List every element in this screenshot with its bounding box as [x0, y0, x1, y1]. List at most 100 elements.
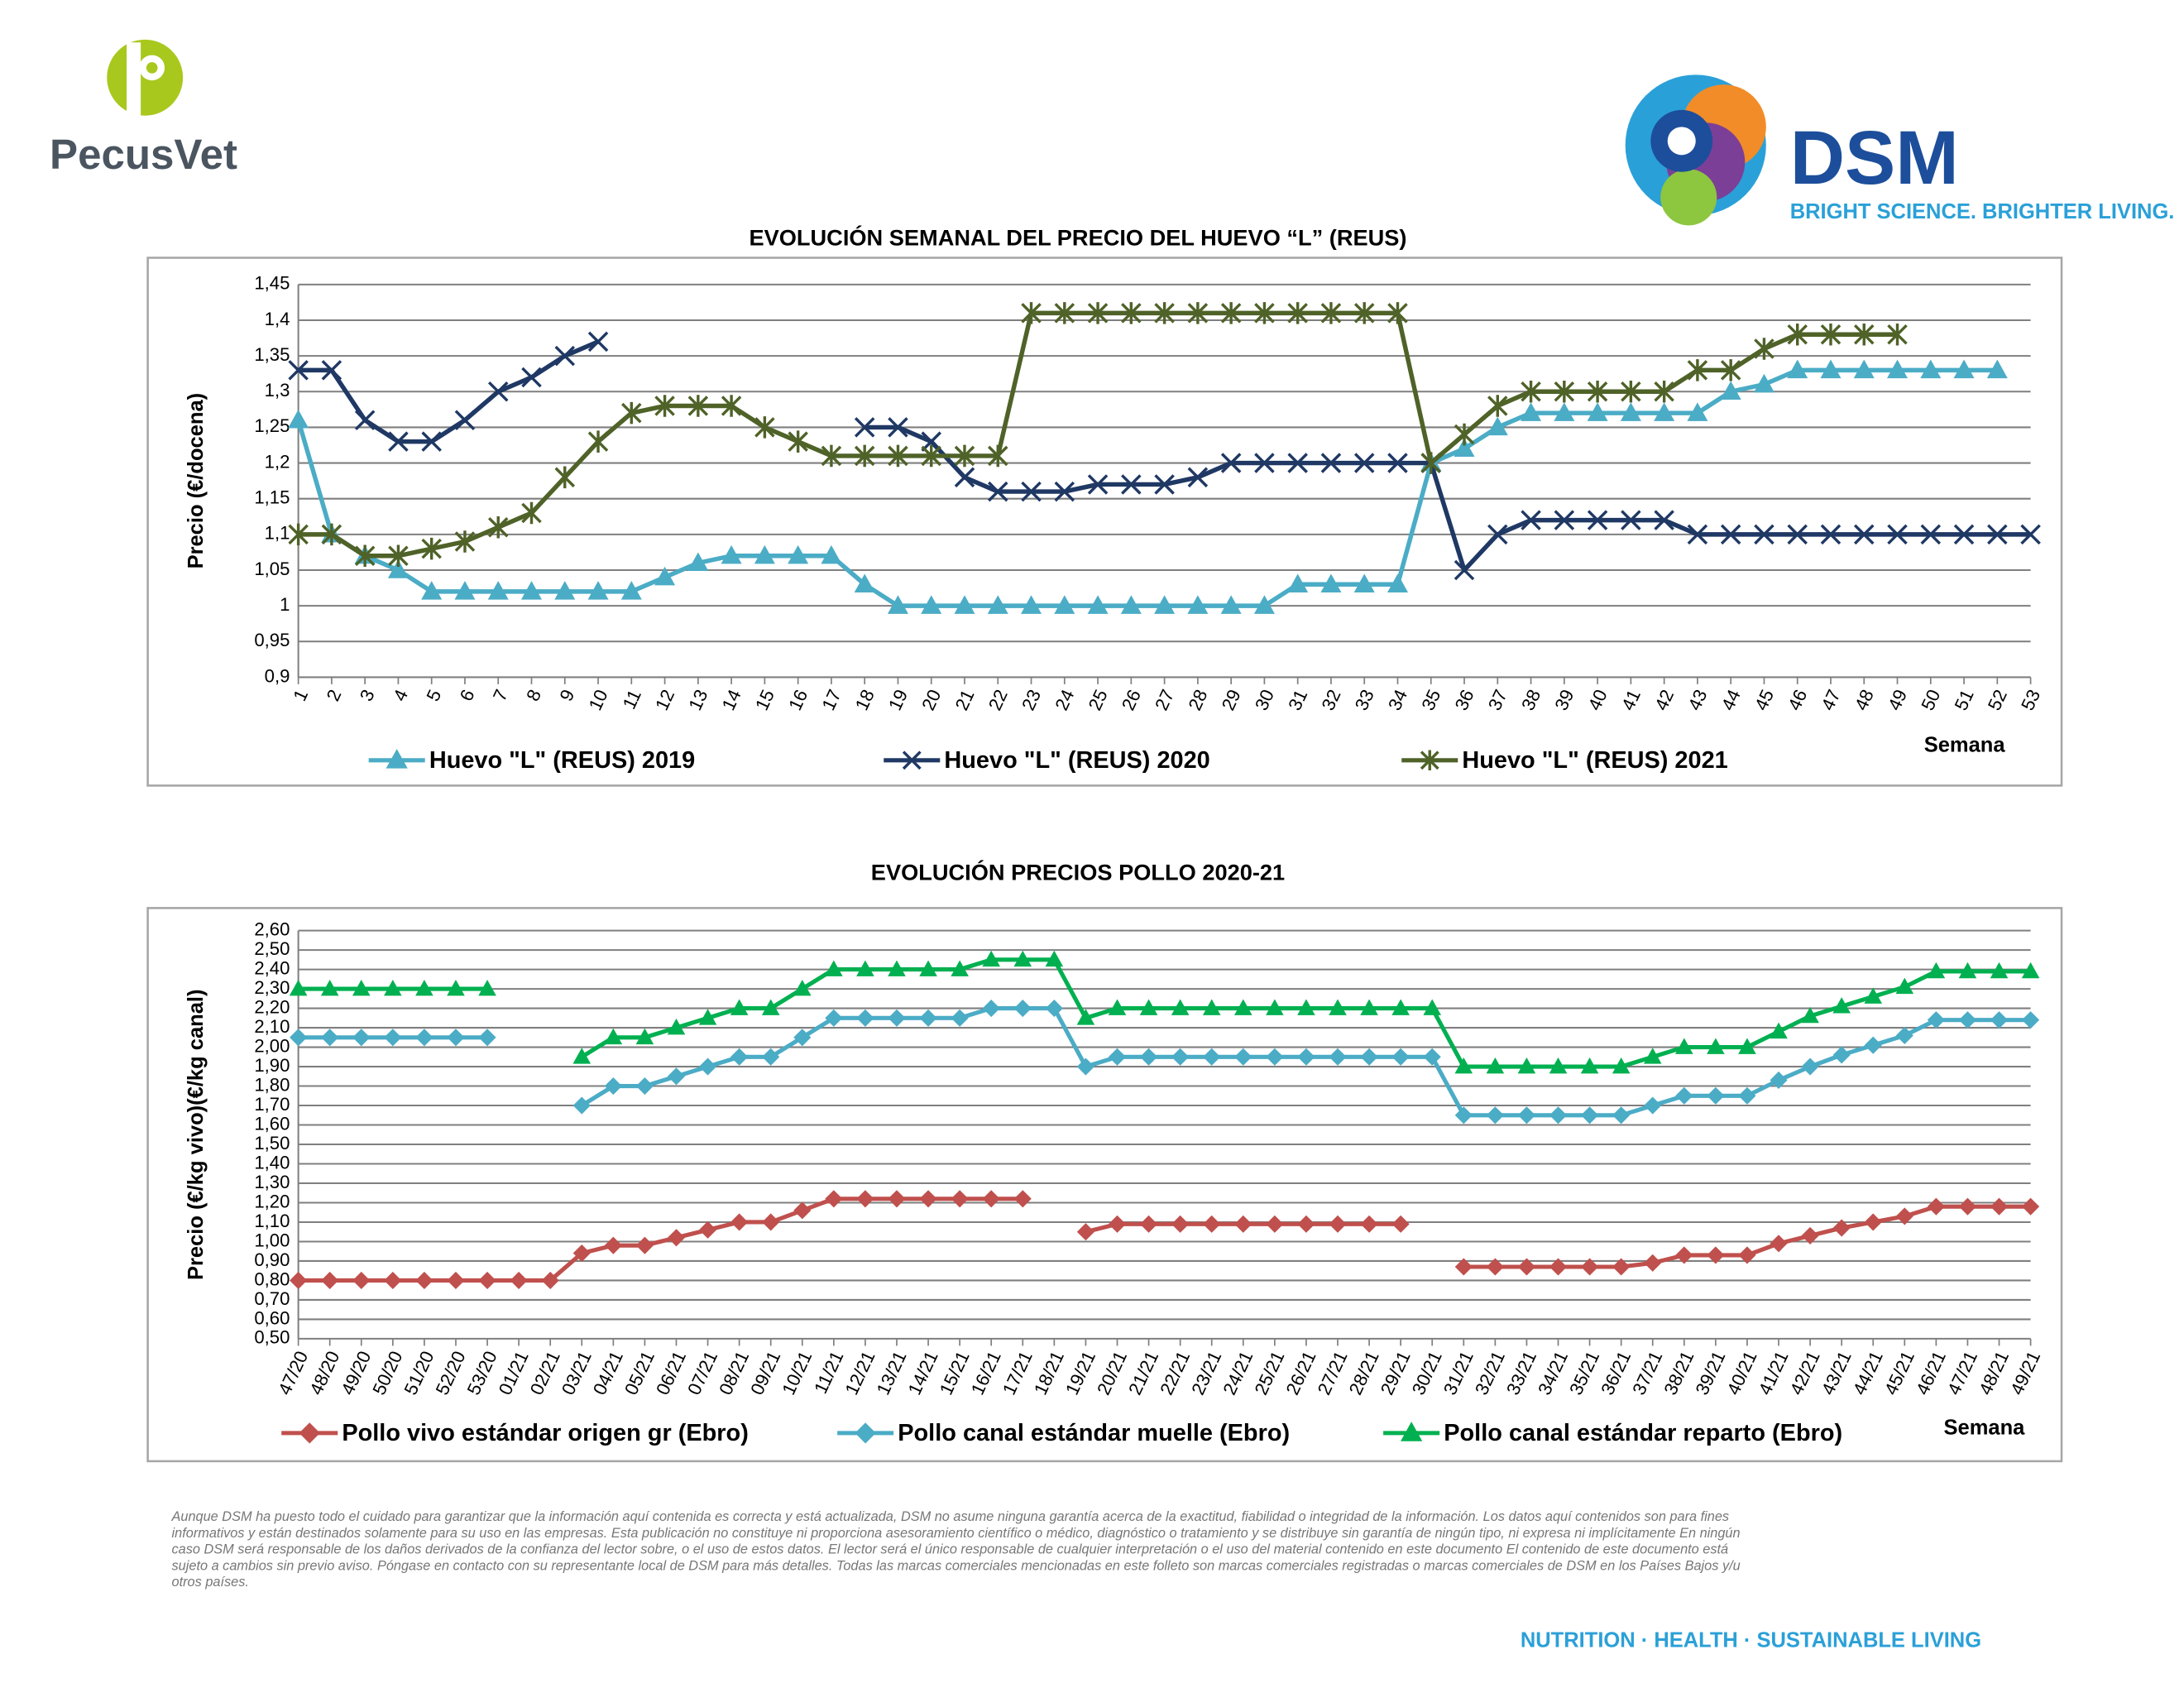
data-point — [1895, 1207, 1913, 1225]
data-point — [1254, 453, 1275, 473]
data-point — [1787, 323, 1808, 346]
data-point — [1154, 474, 1175, 495]
data-point — [2022, 1011, 2040, 1029]
data-point — [1187, 302, 1209, 324]
data-point — [1486, 1057, 1505, 1074]
x-tick-label: 35 — [1417, 686, 1444, 713]
data-point — [1754, 524, 1774, 545]
data-point — [1920, 524, 1942, 545]
data-point — [730, 1048, 749, 1066]
data-point — [1054, 302, 1075, 324]
data-point — [1021, 302, 1042, 324]
y-tick-label: 2,60 — [254, 918, 290, 939]
data-point — [1013, 950, 1032, 967]
x-tick-label: 15 — [751, 686, 778, 713]
data-point — [487, 516, 509, 539]
data-point — [1287, 453, 1308, 473]
data-point — [1320, 573, 1342, 592]
data-point — [415, 979, 433, 996]
legend-marker — [855, 1422, 876, 1444]
data-point — [478, 979, 496, 996]
data-point — [384, 1271, 402, 1289]
data-point — [698, 1009, 717, 1025]
series-line — [298, 957, 2031, 1069]
data-point — [384, 1029, 402, 1047]
y-tick-label: 1,70 — [254, 1094, 290, 1115]
data-point — [1958, 961, 1977, 979]
data-point — [352, 979, 371, 996]
x-tick-label: 45 — [1751, 686, 1778, 713]
data-point — [1013, 1190, 1032, 1208]
data-point — [1990, 961, 2009, 979]
x-tick-label: 38 — [1517, 686, 1545, 713]
data-point — [1254, 302, 1275, 324]
data-point — [1820, 359, 1842, 379]
data-point — [1587, 402, 1608, 421]
x-tick-label: 44 — [1717, 686, 1745, 713]
data-point — [1953, 359, 1975, 379]
data-point — [1121, 474, 1142, 495]
data-point — [1720, 381, 1741, 400]
data-point — [919, 960, 937, 976]
data-point — [1108, 999, 1127, 1015]
data-point — [1253, 595, 1275, 614]
data-point — [454, 530, 476, 553]
data-point — [1171, 999, 1190, 1015]
logo-text: DSM — [1790, 116, 1959, 200]
data-point — [1581, 1106, 1599, 1125]
data-point — [1171, 1048, 1190, 1066]
data-point — [1787, 359, 1808, 379]
x-tick-label: 8 — [522, 686, 545, 704]
data-point — [1076, 1057, 1094, 1076]
data-point — [352, 1029, 371, 1047]
legend-label: Huevo "L" (REUS) 2019 — [429, 747, 695, 774]
x-tick-label: 13 — [684, 686, 711, 713]
data-point — [1021, 595, 1042, 614]
data-point — [354, 544, 376, 568]
data-point — [1297, 1215, 1315, 1233]
data-point — [821, 444, 842, 468]
data-point — [1220, 453, 1242, 473]
x-tick-label: 47 — [1818, 686, 1845, 713]
chart: EVOLUCIÓN SEMANAL DEL PRECIO DEL HUEVO “… — [146, 225, 2063, 787]
data-point — [754, 416, 775, 439]
data-point — [1738, 1038, 1756, 1054]
data-point — [987, 595, 1008, 614]
data-point — [788, 430, 808, 453]
data-point — [1187, 595, 1209, 614]
x-tick-label: 28 — [1184, 686, 1211, 713]
data-point — [1549, 1057, 1568, 1074]
y-tick-label: 2,50 — [254, 938, 290, 959]
data-point — [447, 979, 465, 996]
x-tick-label: 1 — [289, 686, 312, 704]
data-point — [421, 431, 442, 452]
x-tick-label: 11 — [619, 686, 645, 712]
data-point — [1140, 1215, 1158, 1233]
data-point — [793, 1029, 812, 1047]
data-point — [415, 1029, 433, 1047]
y-tick-label: 2,10 — [254, 1016, 290, 1037]
data-point — [354, 410, 376, 431]
y-tick-label: 0,70 — [254, 1288, 290, 1309]
x-tick-label: 51 — [1951, 686, 1978, 713]
data-point — [1554, 402, 1575, 421]
data-point — [321, 1271, 339, 1289]
data-point — [1801, 1006, 1819, 1024]
data-point — [654, 566, 676, 586]
data-point — [1687, 402, 1708, 421]
x-tick-label: 17 — [817, 686, 845, 713]
data-point — [1202, 999, 1221, 1015]
x-tick-label: 20 — [917, 686, 945, 713]
x-tick-label: 25 — [1085, 686, 1112, 713]
data-point — [421, 581, 443, 600]
data-point — [288, 523, 309, 546]
data-point — [321, 1029, 339, 1047]
data-point — [1423, 999, 1442, 1015]
data-point — [825, 960, 843, 976]
data-point — [1076, 1009, 1095, 1025]
legend-marker — [1401, 1422, 1423, 1441]
y-tick-label: 1,10 — [254, 1211, 290, 1231]
data-point — [1486, 1258, 1504, 1276]
x-tick-label: 6 — [456, 686, 479, 704]
x-tick-label: 33 — [1351, 686, 1378, 713]
